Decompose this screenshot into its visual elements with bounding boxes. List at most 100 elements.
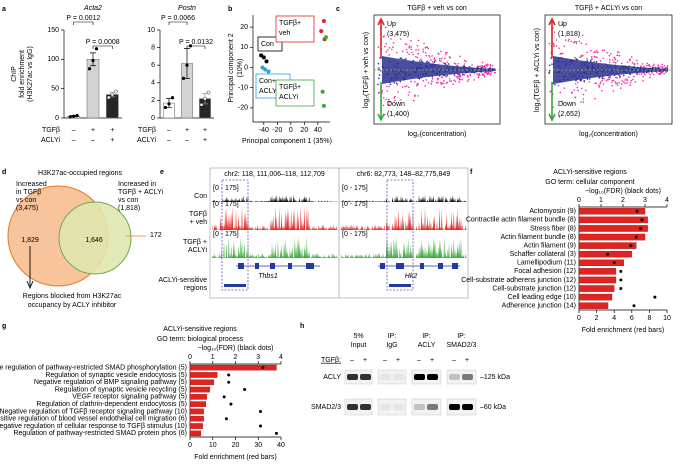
x-tick-label: 2 bbox=[595, 315, 599, 322]
ma-point bbox=[385, 51, 388, 53]
bar bbox=[189, 408, 204, 415]
legend-label: TGFβ+ bbox=[279, 84, 301, 91]
panel-label: a bbox=[2, 6, 6, 13]
blot-band bbox=[393, 404, 404, 410]
condition: – bbox=[72, 137, 76, 144]
ma-point bbox=[378, 91, 381, 94]
ma-point bbox=[443, 80, 445, 82]
y-tick-label: 2 bbox=[151, 97, 155, 104]
blot-band bbox=[360, 404, 371, 410]
ma-point bbox=[586, 59, 588, 62]
exon bbox=[288, 263, 292, 269]
ma-point bbox=[595, 60, 598, 63]
legend-box bbox=[275, 15, 315, 43]
ma-point bbox=[449, 78, 451, 80]
ma-point bbox=[494, 71, 496, 74]
x2-tick-label: 4 bbox=[665, 197, 669, 204]
ma-point bbox=[621, 80, 624, 82]
venn-note: Regions blocked from H3K27ac bbox=[23, 293, 122, 300]
ma-point bbox=[427, 82, 430, 84]
ma-point bbox=[580, 87, 583, 90]
blot-band bbox=[449, 374, 460, 380]
data-point bbox=[107, 95, 111, 100]
ma-point bbox=[392, 41, 395, 44]
ma-point bbox=[644, 74, 646, 76]
size-marker: –125 kDa bbox=[480, 374, 510, 381]
track-label: Con bbox=[194, 193, 207, 200]
venn-count: 1,829 bbox=[21, 237, 39, 244]
ma-point bbox=[406, 51, 409, 54]
bar bbox=[189, 401, 207, 407]
ma-point bbox=[570, 40, 573, 43]
ma-point bbox=[607, 76, 610, 79]
ma-point bbox=[407, 86, 410, 89]
ma-point bbox=[599, 81, 602, 83]
category-label: Negative regulation of TGFβ receptor sig… bbox=[0, 408, 187, 415]
x-tick-label: 40 bbox=[314, 127, 322, 134]
track-label: + veh bbox=[190, 219, 207, 226]
down-count: (2,652) bbox=[558, 111, 580, 118]
ma-point bbox=[635, 73, 638, 75]
scatter-point bbox=[264, 59, 269, 64]
ma-point bbox=[622, 74, 625, 77]
ma-point bbox=[437, 52, 440, 55]
ma-point bbox=[388, 54, 391, 56]
scatter-point bbox=[319, 29, 324, 34]
ma-point bbox=[486, 65, 488, 67]
ma-point bbox=[551, 63, 553, 65]
blot-band bbox=[347, 404, 358, 410]
ma-point bbox=[394, 95, 396, 98]
ma-point bbox=[606, 78, 609, 81]
data-point bbox=[199, 103, 204, 107]
ma-point bbox=[483, 71, 486, 74]
bar bbox=[578, 225, 648, 232]
set-label: Increased bbox=[16, 181, 47, 188]
chart-subtitle: GO term: cellular component bbox=[545, 179, 635, 186]
dot bbox=[635, 209, 639, 213]
ma-point bbox=[626, 79, 628, 82]
ma-point bbox=[466, 74, 469, 77]
ma-point bbox=[410, 46, 413, 48]
ma-point bbox=[477, 65, 479, 68]
ma-point bbox=[650, 66, 652, 68]
bar bbox=[189, 386, 210, 393]
ma-point bbox=[466, 80, 469, 82]
condition: – bbox=[167, 137, 171, 144]
ma-point bbox=[552, 42, 555, 45]
ma-point bbox=[643, 72, 646, 75]
ma-point bbox=[408, 45, 411, 48]
ma-point bbox=[465, 60, 467, 63]
treatment: + bbox=[396, 357, 400, 364]
ma-point bbox=[463, 73, 466, 76]
blot-band bbox=[462, 404, 473, 410]
ma-point bbox=[399, 80, 402, 83]
ma-point bbox=[387, 98, 390, 101]
ma-point bbox=[601, 79, 604, 82]
ma-point bbox=[665, 70, 667, 73]
up-arrow bbox=[548, 17, 556, 58]
ma-point bbox=[555, 45, 558, 47]
ma-point bbox=[649, 76, 651, 79]
ma-point bbox=[404, 43, 407, 45]
ma-point bbox=[444, 57, 446, 60]
exon bbox=[306, 263, 314, 269]
ma-point bbox=[415, 55, 417, 58]
ma-point bbox=[606, 51, 609, 54]
ma-point bbox=[616, 84, 619, 86]
ma-point bbox=[614, 81, 617, 83]
ma-point bbox=[585, 89, 587, 92]
ma-point bbox=[657, 72, 660, 75]
bar bbox=[189, 364, 277, 371]
ma-point bbox=[618, 81, 620, 84]
blot-strip bbox=[446, 398, 477, 416]
ma-point bbox=[384, 26, 387, 29]
ma-point bbox=[407, 94, 410, 96]
track-label: ACLYi-sensitive bbox=[158, 277, 207, 284]
x-tick-label: 30 bbox=[254, 442, 262, 449]
set-label: vs con bbox=[118, 197, 138, 204]
ma-point bbox=[618, 54, 621, 57]
sensitive-region bbox=[389, 284, 411, 287]
data-point bbox=[170, 96, 175, 100]
scatter-point bbox=[261, 55, 266, 60]
set-label: vs con bbox=[16, 197, 36, 204]
